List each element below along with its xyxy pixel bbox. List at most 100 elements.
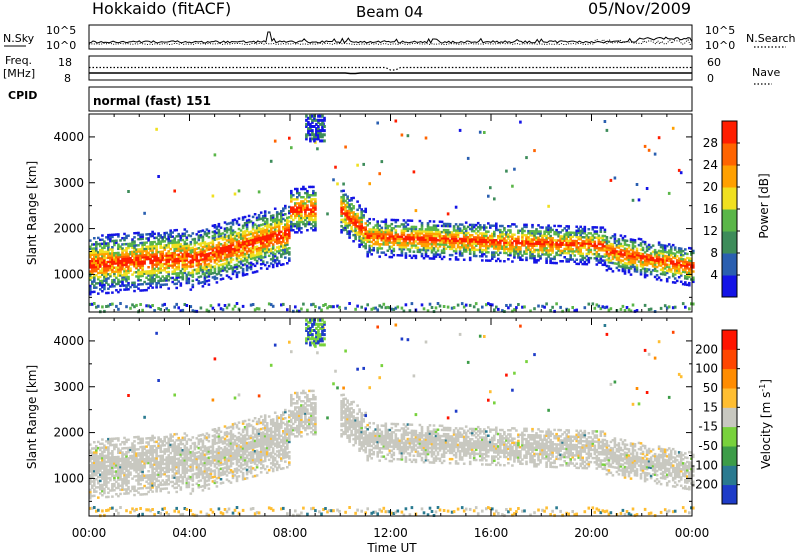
power-cell <box>165 252 169 255</box>
power-cell <box>392 249 396 253</box>
power-cell <box>344 212 347 215</box>
power-cell <box>296 202 299 205</box>
velocity-cell <box>89 470 92 473</box>
velocity-cell <box>95 451 98 454</box>
velocity-cell <box>113 478 116 482</box>
beam-title: Beam 04 <box>356 3 423 21</box>
power-cell <box>253 270 257 274</box>
velocity-cell <box>111 489 114 492</box>
power-cell <box>294 222 297 226</box>
power-cell <box>113 256 116 259</box>
power-cell <box>225 270 229 273</box>
power-cell <box>605 128 609 132</box>
power-cell <box>205 248 209 252</box>
power-cell <box>430 238 434 242</box>
power-cell <box>89 245 92 248</box>
power-cell <box>677 276 681 279</box>
power-cell <box>398 241 402 245</box>
power-cell <box>597 304 601 308</box>
power-cell <box>159 242 163 245</box>
power-cell <box>569 231 573 234</box>
power-cell <box>221 265 225 268</box>
velocity-cell <box>135 470 138 474</box>
power-cell <box>143 260 146 263</box>
power-cell <box>591 226 595 229</box>
power-cell <box>239 241 243 245</box>
power-cell <box>213 275 217 279</box>
power-cell <box>93 265 96 269</box>
velocity-cell <box>141 476 144 480</box>
power-cell <box>483 131 486 134</box>
power-cell <box>390 222 394 226</box>
power-cell <box>306 196 309 199</box>
power-cell <box>271 243 275 246</box>
power-cell <box>147 272 150 275</box>
power-cell <box>464 229 468 233</box>
power-cell <box>595 232 599 235</box>
power-cell <box>255 218 259 222</box>
velocity-cell <box>137 441 140 445</box>
power-cell <box>603 240 607 244</box>
power-cell <box>143 258 146 261</box>
power-cell <box>197 242 201 246</box>
power-cell <box>607 240 611 243</box>
power-cell <box>472 223 476 227</box>
power-cell <box>183 259 187 262</box>
power-cell <box>360 241 364 244</box>
power-cell <box>663 263 667 266</box>
power-cell <box>561 260 564 263</box>
power-cell <box>171 251 175 255</box>
power-cell <box>464 303 468 307</box>
velocity-cell <box>115 472 118 475</box>
power-cell <box>503 239 506 242</box>
power-cell <box>97 265 100 269</box>
power-cell <box>307 133 310 137</box>
power-cell <box>231 223 235 226</box>
power-cell <box>681 262 685 265</box>
power-cell <box>370 244 374 248</box>
power-cell <box>310 185 313 189</box>
power-cell <box>603 245 607 248</box>
power-cell <box>251 215 255 219</box>
power-cell <box>137 250 140 253</box>
power-cell <box>481 250 484 254</box>
power-cell <box>368 236 372 239</box>
power-cell <box>237 227 241 231</box>
power-cell <box>195 262 199 265</box>
power-cell <box>221 308 225 312</box>
power-cell <box>149 241 152 244</box>
power-cell <box>237 250 241 253</box>
power-cell <box>199 263 203 266</box>
velocity-cell <box>101 452 104 456</box>
power-cell <box>137 244 140 247</box>
power-cell <box>643 275 647 279</box>
power-cell <box>284 237 287 241</box>
power-cell <box>491 251 494 254</box>
power-cell <box>545 261 548 264</box>
power-cell <box>690 263 693 267</box>
power-cell <box>109 239 112 243</box>
power-cell <box>434 243 438 246</box>
power-cell <box>117 235 120 238</box>
power-cell <box>119 268 122 271</box>
power-cell <box>151 282 154 285</box>
velocity-cell <box>117 447 120 450</box>
power-cell <box>117 245 120 249</box>
power-cell <box>380 230 384 234</box>
power-cell <box>143 256 146 259</box>
power-cell <box>317 118 320 122</box>
power-cell <box>296 196 299 199</box>
power-cell <box>563 247 567 251</box>
power-cell <box>117 307 120 311</box>
power-cell <box>595 230 599 233</box>
velocity-cell <box>129 446 132 450</box>
power-cell <box>613 249 617 253</box>
power-cell <box>571 252 575 255</box>
power-cell <box>432 240 436 244</box>
power-cell <box>487 238 490 242</box>
power-cell <box>472 254 476 258</box>
power-cell <box>245 258 249 262</box>
power-cell <box>472 250 476 254</box>
power-cell <box>117 266 120 269</box>
